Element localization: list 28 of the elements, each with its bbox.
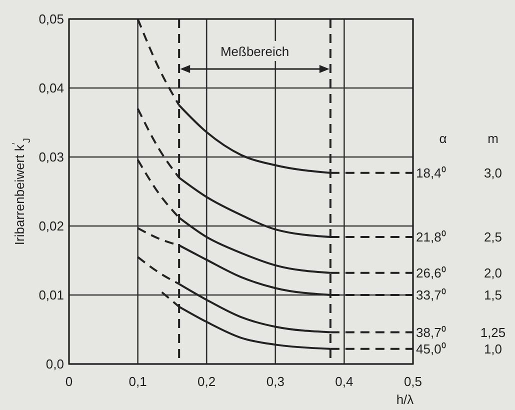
y-tick-label: 0,05 [38, 12, 64, 27]
text: 2,5 [484, 230, 502, 245]
annotation: Meßbereich [220, 44, 290, 59]
y-tick-label: 0,01 [38, 288, 64, 303]
x-tick-label: 0,4 [335, 374, 354, 389]
y-tick-label: 0,03 [38, 150, 64, 165]
text: 3,0 [484, 165, 502, 180]
series-label: 38,7⁰ [416, 324, 446, 340]
y-tick-label: 0,0 [46, 356, 64, 372]
x-tick-label: 0,3 [266, 374, 284, 389]
text: 2,0 [484, 265, 502, 280]
y-tick-label: 0,04 [38, 80, 64, 96]
text: 1,25 [480, 324, 506, 340]
x-tick-label: 0 [65, 374, 73, 389]
series-label: 45,0⁰ [416, 341, 446, 356]
y-tick-label: 0,02 [38, 218, 64, 234]
x-tick-label: 0,5 [404, 374, 422, 389]
text: α [439, 131, 448, 146]
x-axis-title: h/λ [396, 392, 414, 407]
series-label: 33,7⁰ [416, 288, 446, 303]
x-tick-label: 0,2 [198, 374, 216, 389]
series-label: 26,6⁰ [416, 265, 446, 280]
text: m [488, 131, 498, 146]
series-label: 18,4⁰ [416, 165, 446, 180]
text: 1,0 [484, 341, 502, 356]
x-tick-label: 0,1 [128, 374, 147, 389]
text: 1,5 [484, 288, 502, 303]
series-label: 21,8⁰ [416, 230, 446, 245]
